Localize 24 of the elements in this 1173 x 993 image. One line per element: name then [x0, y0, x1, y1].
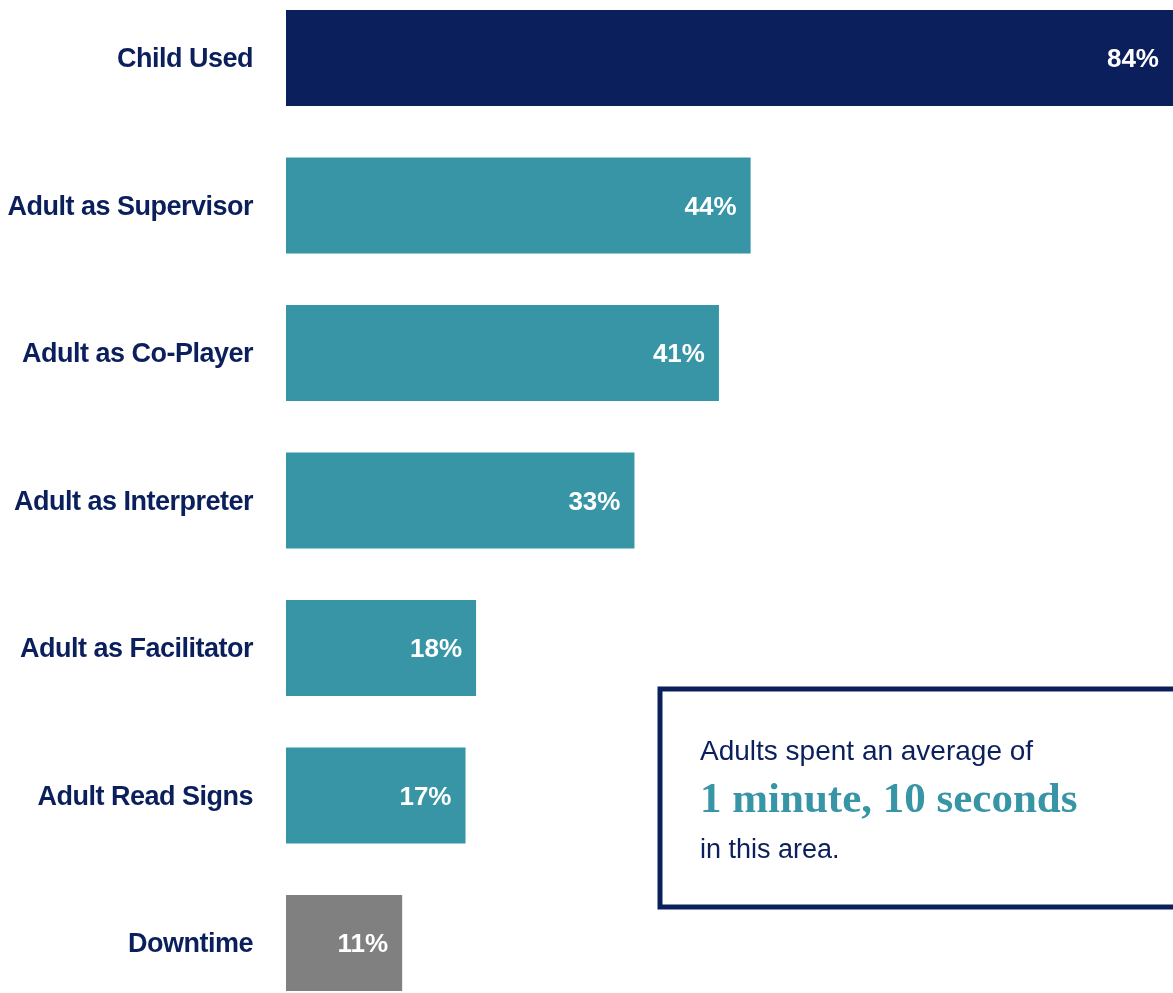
data-label: 17%	[399, 780, 452, 811]
bar	[286, 157, 751, 254]
data-label: 18%	[410, 633, 463, 663]
data-label: 11%	[337, 928, 389, 958]
data-label: 44%	[684, 190, 737, 221]
data-label: 84%	[1106, 43, 1159, 73]
bar	[286, 452, 635, 549]
annotation: 1 minute, 10 seconds	[700, 774, 1078, 821]
y-tick-label: Adult as Co-Player	[21, 338, 254, 368]
annotation: in this area.	[700, 834, 840, 864]
y-tick-label: Adult as Facilitator	[19, 633, 254, 663]
bar	[286, 10, 1173, 106]
bar	[286, 895, 403, 991]
data-label: 33%	[568, 485, 621, 516]
bar	[286, 305, 719, 401]
bar	[286, 747, 466, 844]
y-tick-label: Adult as Supervisor	[7, 190, 254, 221]
y-tick-label: Adult as Interpreter	[13, 485, 254, 516]
y-tick-label: Downtime	[127, 928, 254, 958]
y-tick-label: Adult Read Signs	[37, 780, 253, 811]
data-label: 41%	[652, 338, 705, 368]
bar	[286, 600, 477, 696]
y-tick-label: Child Used	[116, 43, 253, 73]
annotation: Adults spent an average of	[700, 735, 1034, 766]
